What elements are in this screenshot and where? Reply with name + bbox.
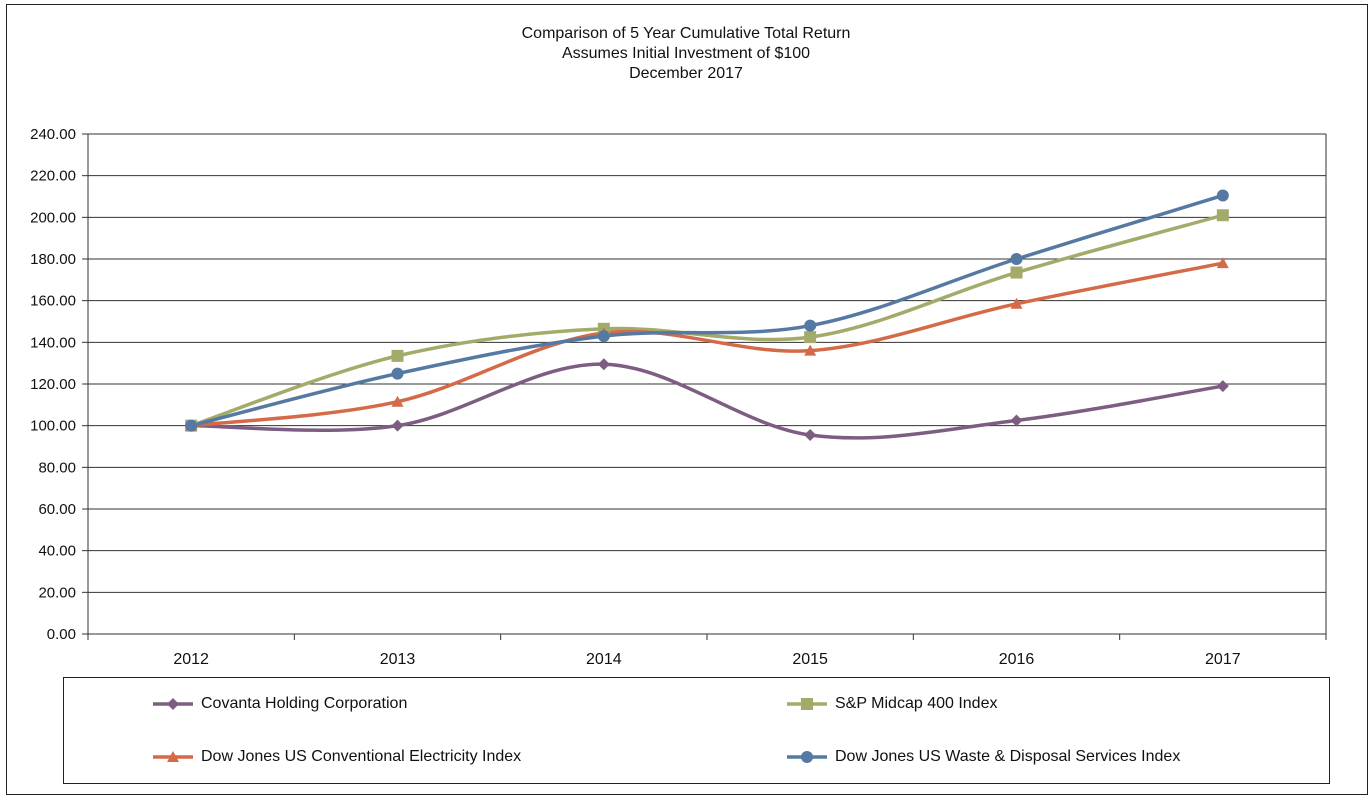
legend-item-dj-electricity: Dow Jones US Conventional Electricity In…: [151, 745, 521, 769]
series-line-0: [189, 362, 1225, 440]
data-point-series-1: [804, 331, 817, 344]
data-point-series-1: [1010, 266, 1023, 279]
y-tick-label: 40.00: [38, 543, 76, 560]
y-tick-label: 60.00: [38, 501, 76, 518]
data-point-series-0: [1216, 380, 1229, 393]
data-point-series-3: [391, 367, 404, 380]
series-line-3: [189, 193, 1225, 428]
series-line-2: [189, 261, 1225, 428]
data-point-series-0: [804, 429, 817, 442]
chart-title-line-2: Assumes Initial Investment of $100: [561, 45, 811, 62]
legend-item-sp-midcap: S&P Midcap 400 Index: [785, 692, 997, 716]
y-tick-label: 0.00: [47, 626, 76, 643]
chart-title: Comparison of 5 Year Cumulative Total Re…: [0, 24, 1372, 84]
x-tick-label: 2016: [999, 651, 1035, 668]
legend-swatch-marker: [167, 698, 179, 710]
legend-swatch-dj-waste: [787, 751, 827, 763]
data-point-series-0: [1010, 414, 1023, 427]
data-point-series-3: [185, 419, 198, 432]
x-tick-label: 2012: [173, 651, 209, 668]
y-tick-label: 240.00: [30, 126, 76, 143]
chart-title-line-1: Comparison of 5 Year Cumulative Total Re…: [521, 25, 851, 42]
data-point-series-3: [1216, 189, 1229, 202]
x-tick-label: 2013: [380, 651, 416, 668]
legend-label-dj-waste: Dow Jones US Waste & Disposal Services I…: [835, 748, 1181, 765]
y-tick-label: 200.00: [30, 209, 76, 226]
series-line-1: [189, 213, 1225, 428]
legend: Covanta Holding Corporation S&P Midcap 4…: [63, 677, 1330, 784]
series-markers: [185, 189, 1229, 442]
legend-label-covanta: Covanta Holding Corporation: [201, 695, 408, 712]
legend-swatch-dj-electricity: [153, 751, 193, 762]
legend-swatch-marker: [801, 698, 813, 710]
x-tick-label: 2015: [792, 651, 828, 668]
data-point-series-3: [804, 319, 817, 332]
tick-labels: 0.00 20.00 40.00 60.00 80.00 100.00 120.00 140.…: [30, 126, 1241, 668]
gridlines: [88, 133, 1326, 593]
legend-swatch-sp-midcap: [787, 698, 827, 710]
y-tick-label: 120.00: [30, 376, 76, 393]
y-tick-label: 220.00: [30, 168, 76, 185]
axes: [82, 133, 1327, 640]
data-point-series-1: [391, 349, 404, 362]
data-point-series-2: [391, 395, 404, 407]
chart-title-line-3: December 2017: [629, 65, 743, 82]
legend-label-sp-midcap: S&P Midcap 400 Index: [835, 695, 998, 712]
legend-swatch-covanta: [153, 698, 193, 710]
data-point-series-2: [1216, 257, 1229, 269]
y-tick-label: 80.00: [38, 459, 76, 476]
legend-item-dj-waste: Dow Jones US Waste & Disposal Services I…: [785, 745, 1180, 769]
data-point-series-0: [597, 358, 610, 371]
data-point-series-2: [804, 344, 817, 356]
data-point-series-2: [1010, 297, 1023, 309]
legend-label-dj-electricity: Dow Jones US Conventional Electricity In…: [201, 748, 522, 765]
series-lines: [189, 193, 1225, 440]
y-tick-label: 100.00: [30, 418, 76, 435]
legend-swatch-marker: [167, 751, 179, 762]
x-tick-label: 2014: [586, 651, 622, 668]
legend-item-covanta: Covanta Holding Corporation: [151, 692, 407, 716]
legend-swatch-marker: [801, 751, 813, 763]
y-tick-label: 140.00: [30, 334, 76, 351]
y-tick-label: 20.00: [38, 584, 76, 601]
data-point-series-0: [391, 419, 404, 432]
data-point-series-3: [597, 330, 610, 343]
data-point-series-3: [1010, 253, 1023, 265]
y-tick-label: 160.00: [30, 293, 76, 310]
data-point-series-1: [1216, 209, 1229, 222]
x-tick-label: 2017: [1205, 651, 1241, 668]
y-tick-label: 180.00: [30, 251, 76, 268]
